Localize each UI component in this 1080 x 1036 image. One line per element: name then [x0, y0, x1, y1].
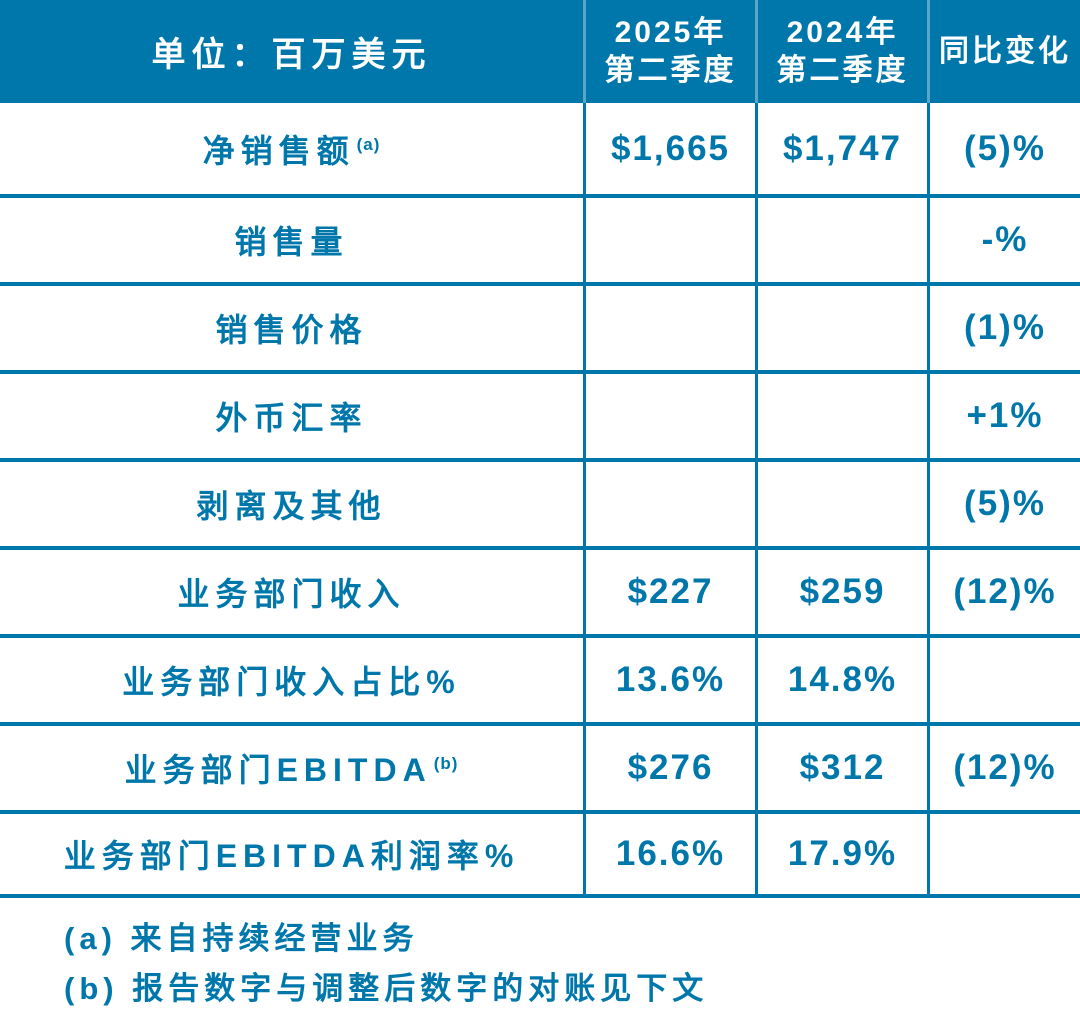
header-yoy-change-cell: 同比变化	[927, 0, 1080, 103]
cell-q2-2024	[755, 198, 927, 282]
cell-yoy-change: +1%	[927, 374, 1080, 458]
row-label: 业务部门EBITDA (b)	[124, 752, 459, 788]
table-body: 净销售额 (a) $1,665 $1,747 (5)% 销售量 -% 销售价格 (1)% 外币汇率…	[0, 103, 1080, 898]
cell-q2-2024: 14.8%	[755, 638, 927, 722]
cell-q2-2024: $1,747	[755, 103, 927, 194]
table-row: 业务部门EBITDA利润率% 16.6% 17.9%	[0, 814, 1080, 898]
row-label: 业务部门收入	[177, 576, 406, 612]
table-row: 销售价格 (1)%	[0, 286, 1080, 374]
cell-q2-2024	[755, 462, 927, 546]
row-label: 剥离及其他	[196, 488, 387, 524]
table-row: 业务部门EBITDA (b) $276 $312 (12)%	[0, 726, 1080, 814]
table-header-row: 单位：百万美元 2025年 第二季度 2024年 第二季度 同比变化	[0, 0, 1080, 103]
table-row: 业务部门收入占比% 13.6% 14.8%	[0, 638, 1080, 726]
row-label: 销售量	[234, 224, 349, 260]
table-row: 销售量 -%	[0, 198, 1080, 286]
row-label: 外币汇率	[215, 400, 368, 436]
cell-yoy-change	[927, 814, 1080, 894]
table-row: 业务部门收入 $227 $259 (12)%	[0, 550, 1080, 638]
cell-q2-2025: 16.6%	[583, 814, 755, 894]
footnotes: (a) 来自持续经营业务 (b) 报告数字与调整后数字的对账见下文	[0, 898, 1080, 1014]
cell-q2-2024: $312	[755, 726, 927, 810]
cell-q2-2025: $276	[583, 726, 755, 810]
cell-q2-2024: $259	[755, 550, 927, 634]
cell-q2-2025	[583, 374, 755, 458]
table-row: 净销售额 (a) $1,665 $1,747 (5)%	[0, 103, 1080, 198]
header-q2-2024-line2: 第二季度	[776, 53, 909, 87]
row-label: 净销售额 (a)	[202, 132, 381, 169]
table-row: 剥离及其他 (5)%	[0, 462, 1080, 550]
cell-q2-2024	[755, 286, 927, 370]
cell-q2-2024	[755, 374, 927, 458]
header-q2-2024-line1: 2024年	[786, 15, 899, 49]
cell-yoy-change: (5)%	[927, 462, 1080, 546]
cell-yoy-change	[927, 638, 1080, 722]
header-yoy-change-label: 同比变化	[939, 34, 1071, 68]
header-unit-cell: 单位：百万美元	[0, 0, 583, 103]
header-q2-2025-line2: 第二季度	[604, 53, 737, 87]
row-label: 销售价格	[215, 312, 368, 348]
cell-q2-2025	[583, 198, 755, 282]
header-unit-label: 单位：百万美元	[151, 36, 432, 74]
footnote-a: (a) 来自持续经营业务	[64, 921, 419, 956]
row-label: 业务部门收入占比%	[122, 664, 461, 700]
cell-yoy-change: (12)%	[927, 550, 1080, 634]
cell-q2-2025: $1,665	[583, 103, 755, 194]
footnote-ref: (b)	[433, 754, 459, 773]
cell-yoy-change: -%	[927, 198, 1080, 282]
header-q2-2025-cell: 2025年 第二季度	[583, 0, 755, 103]
cell-q2-2025: 13.6%	[583, 638, 755, 722]
header-q2-2024-cell: 2024年 第二季度	[755, 0, 927, 103]
cell-q2-2025	[583, 462, 755, 546]
footnote-ref: (a)	[356, 134, 381, 154]
table-row: 外币汇率 +1%	[0, 374, 1080, 462]
cell-yoy-change: (5)%	[927, 103, 1080, 194]
cell-yoy-change: (1)%	[927, 286, 1080, 370]
cell-q2-2025: $227	[583, 550, 755, 634]
header-q2-2025-line1: 2025年	[614, 15, 727, 49]
footnote-b: (b) 报告数字与调整后数字的对账见下文	[64, 971, 709, 1006]
row-label: 业务部门EBITDA利润率%	[63, 838, 520, 874]
cell-yoy-change: (12)%	[927, 726, 1080, 810]
cell-q2-2024: 17.9%	[755, 814, 927, 894]
cell-q2-2025	[583, 286, 755, 370]
